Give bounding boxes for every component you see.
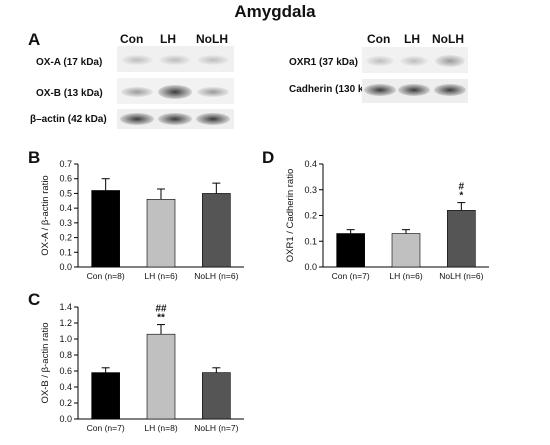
wb-label-oxr1: OXR1 (37 kDa) — [289, 57, 358, 68]
y-tick-label: 0.1 — [59, 247, 72, 257]
lane-header-lh-right: LH — [404, 32, 420, 46]
y-tick-label: 0.4 — [59, 382, 72, 392]
y-tick-label: 0.6 — [59, 174, 72, 184]
western-blot-right — [362, 47, 468, 103]
y-tick-label: 0.4 — [59, 203, 72, 213]
y-tick-label: 0.0 — [59, 414, 72, 424]
chart-panel-c: 0.0 0.2 0.4 0.6 0.8 1.0 1.2 1.4 OX-B / β-actin r… — [40, 302, 244, 433]
band-oxr1-nolh — [435, 55, 465, 67]
y-tick-label: 1.4 — [59, 302, 72, 312]
panel-letter-c: C — [28, 290, 41, 309]
lane-header-nolh-right: NoLH — [432, 32, 464, 46]
band-cadherin-nolh — [434, 84, 466, 96]
chart-panel-b: 0.0 0.1 0.2 0.3 0.4 0.5 0.6 0.7 OX-A / β-actin r… — [40, 159, 244, 281]
y-tick-label: 0.3 — [59, 218, 72, 228]
band-cadherin-con — [364, 84, 396, 96]
significance-annotation: ** — [157, 313, 165, 324]
band-actin-lh — [158, 113, 192, 125]
y-tick-label: 0.4 — [304, 159, 317, 169]
y-tick-label: 1.0 — [59, 334, 72, 344]
bar — [146, 199, 176, 268]
band-actin-nolh — [196, 113, 230, 125]
x-category-label: Con (n=7) — [87, 423, 125, 433]
wb-label-ox-b: OX-B (13 kDa) — [36, 88, 103, 99]
bar — [202, 193, 231, 268]
panel-letter-d: D — [262, 148, 275, 167]
figure-title: Amygdala — [234, 2, 316, 21]
y-tick-label: 0.5 — [59, 188, 72, 198]
band-ox-a-nolh — [197, 55, 229, 65]
lane-header-nolh: NoLH — [196, 32, 228, 46]
bar — [391, 233, 421, 268]
bar — [91, 372, 120, 420]
significance-annotation: * — [459, 191, 463, 202]
x-category-label: LH (n=8) — [144, 423, 177, 433]
bar — [336, 233, 365, 268]
x-category-label: LH (n=6) — [144, 271, 177, 281]
band-cadherin-lh — [398, 84, 430, 96]
y-tick-label: 0.0 — [59, 262, 72, 272]
band-actin-con — [120, 113, 154, 125]
significance-annotation: # — [459, 182, 465, 193]
y-tick-label: 0.7 — [59, 159, 72, 169]
significance-annotation: ## — [155, 304, 167, 315]
wb-label-ox-a: OX-A (17 kDa) — [36, 57, 103, 68]
y-axis-label: OX-A / β-actin ratio — [40, 175, 51, 255]
y-axis-label: OXR1 / Cadherin ratio — [285, 169, 296, 262]
y-tick-label: 0.0 — [304, 262, 317, 272]
y-tick-label: 0.8 — [59, 350, 72, 360]
panel-letter-b: B — [28, 148, 41, 167]
band-ox-a-lh — [159, 55, 191, 65]
bar — [91, 190, 120, 268]
y-tick-label: 1.2 — [59, 318, 72, 328]
y-tick-label: 0.2 — [59, 233, 72, 243]
x-category-label: Con (n=8) — [87, 271, 125, 281]
chart-panel-d: 0.0 0.1 0.2 0.3 0.4 OXR1 / Cadherin ratio Con … — [285, 159, 489, 281]
wb-label-cadherin: Cadherin (130 kDa) — [289, 84, 380, 95]
y-axis-label: OX-B / β-actin ratio — [40, 323, 51, 404]
y-tick-label: 0.2 — [304, 211, 317, 221]
x-category-label: NoLH (n=6) — [439, 271, 483, 281]
wb-label-beta-actin: β–actin (42 kDa) — [30, 114, 107, 125]
band-oxr1-con — [366, 56, 394, 66]
band-ox-b-lh — [158, 85, 192, 99]
western-blot-left — [117, 46, 234, 129]
bar — [202, 372, 231, 420]
bar — [447, 210, 476, 268]
lane-header-con: Con — [120, 32, 144, 46]
lane-header-con-right: Con — [367, 32, 391, 46]
bar — [146, 333, 176, 420]
band-ox-b-con — [121, 87, 153, 97]
x-category-label: LH (n=6) — [389, 271, 422, 281]
x-category-label: NoLH (n=7) — [194, 423, 238, 433]
y-tick-label: 0.2 — [59, 398, 72, 408]
band-ox-a-con — [121, 55, 153, 65]
band-ox-b-nolh — [197, 87, 229, 97]
y-tick-label: 0.1 — [304, 236, 317, 246]
y-tick-label: 0.6 — [59, 366, 72, 376]
lane-header-lh: LH — [160, 32, 176, 46]
y-tick-label: 0.3 — [304, 185, 317, 195]
band-oxr1-lh — [400, 56, 428, 66]
x-category-label: Con (n=7) — [332, 271, 370, 281]
x-category-label: NoLH (n=6) — [194, 271, 238, 281]
panel-letter-a: A — [28, 30, 41, 49]
